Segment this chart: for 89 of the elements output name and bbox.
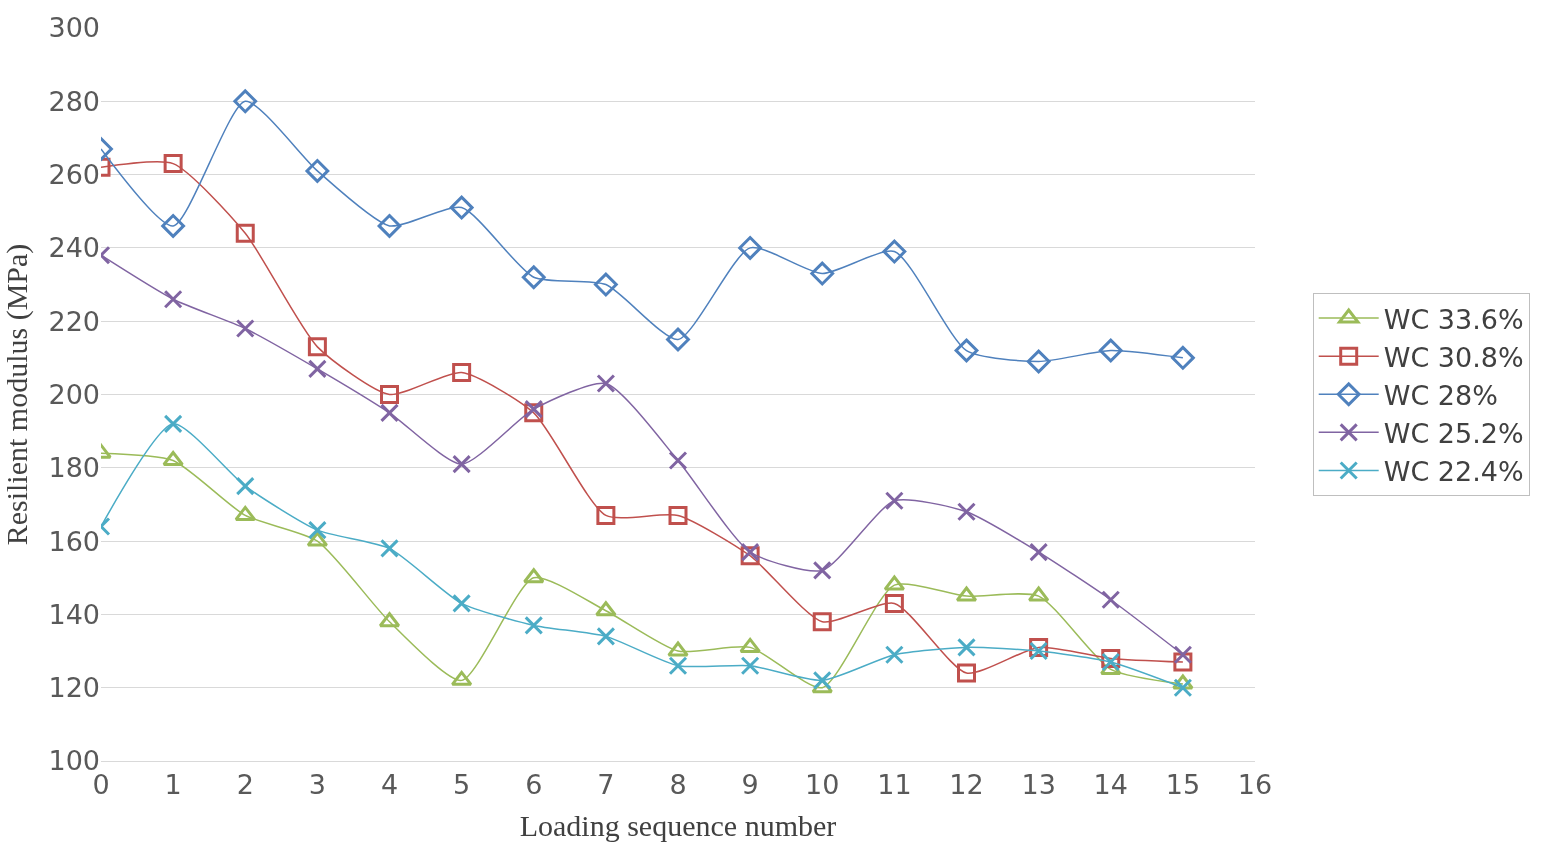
x-tick-label: 1 (164, 769, 182, 801)
legend-label: WC 25.2% (1383, 417, 1524, 449)
point (882, 239, 907, 264)
x-tick-label: 14 (1093, 769, 1128, 801)
x-tick-label: 8 (669, 769, 687, 801)
point (163, 289, 183, 309)
y-axis-title: Resilient modulus (MPa) (0, 243, 34, 546)
point (452, 454, 472, 474)
legend-label: WC 33.6% (1383, 303, 1524, 335)
point (668, 505, 688, 525)
x-tick-label: 4 (380, 769, 399, 801)
point (235, 319, 255, 339)
point (668, 450, 688, 470)
point (234, 505, 256, 521)
point (521, 265, 546, 290)
x-tick-label: 5 (453, 769, 471, 801)
point (161, 214, 186, 238)
point (738, 236, 763, 260)
point (380, 403, 399, 423)
point (307, 337, 327, 357)
legend-label: WC 22.4% (1383, 455, 1524, 487)
y-tick-label: 260 (48, 159, 100, 191)
point (812, 670, 832, 690)
x-tick-label: 10 (805, 769, 840, 801)
point (739, 637, 761, 653)
x-tick-label: 12 (949, 769, 984, 801)
point (596, 505, 616, 525)
point (596, 374, 616, 394)
point (233, 89, 258, 114)
point (523, 568, 545, 584)
y-tick-label: 220 (48, 305, 100, 337)
point (307, 359, 327, 379)
x-tick-label: 9 (741, 769, 759, 801)
point (235, 223, 255, 243)
y-tick-label: 180 (48, 452, 100, 484)
legend-label: WC 30.8% (1383, 341, 1524, 373)
point (812, 612, 832, 632)
y-tick-label: 240 (48, 232, 100, 264)
x-tick-label: 3 (308, 769, 326, 801)
x-axis-title: Loading sequence number (519, 808, 837, 842)
legend-label: WC 28% (1383, 379, 1498, 411)
y-tick-label: 160 (48, 525, 100, 557)
point (666, 327, 690, 352)
x-tick-label: 7 (597, 769, 615, 801)
point (163, 414, 183, 434)
point (957, 502, 976, 522)
point (163, 154, 183, 174)
point (449, 195, 474, 220)
point (380, 385, 399, 404)
point (595, 601, 617, 617)
point (957, 637, 976, 657)
point (452, 363, 472, 383)
point (1173, 678, 1193, 698)
x-tick-label: 11 (877, 769, 912, 801)
point (452, 593, 472, 613)
point (1173, 645, 1193, 665)
point (593, 272, 618, 297)
y-tick-label: 200 (48, 378, 100, 410)
point (524, 615, 544, 635)
point (954, 338, 979, 363)
point (380, 538, 399, 558)
y-tick-label: 140 (48, 598, 100, 630)
x-tick-label: 2 (236, 769, 254, 801)
x-tick-label: 15 (1165, 769, 1201, 801)
y-tick-label: 300 (48, 12, 100, 44)
x-tick-label: 16 (1237, 769, 1273, 801)
point (884, 593, 904, 613)
point (884, 491, 904, 511)
point (1026, 349, 1051, 374)
point (957, 663, 976, 683)
point (377, 214, 402, 238)
point (1029, 542, 1049, 562)
point (810, 261, 835, 286)
point (1101, 590, 1121, 610)
point (235, 476, 255, 496)
x-tick-label: 6 (525, 769, 543, 801)
point (1098, 338, 1123, 363)
point (305, 159, 330, 183)
x-tick-label: 13 (1021, 769, 1056, 801)
point (740, 656, 760, 676)
y-tick-label: 120 (48, 672, 100, 704)
point (596, 626, 616, 646)
point (668, 656, 688, 676)
point (667, 641, 689, 657)
point (1170, 345, 1195, 370)
y-tick-label: 280 (48, 85, 100, 117)
point (812, 560, 832, 580)
point (884, 645, 904, 665)
point (307, 520, 327, 540)
